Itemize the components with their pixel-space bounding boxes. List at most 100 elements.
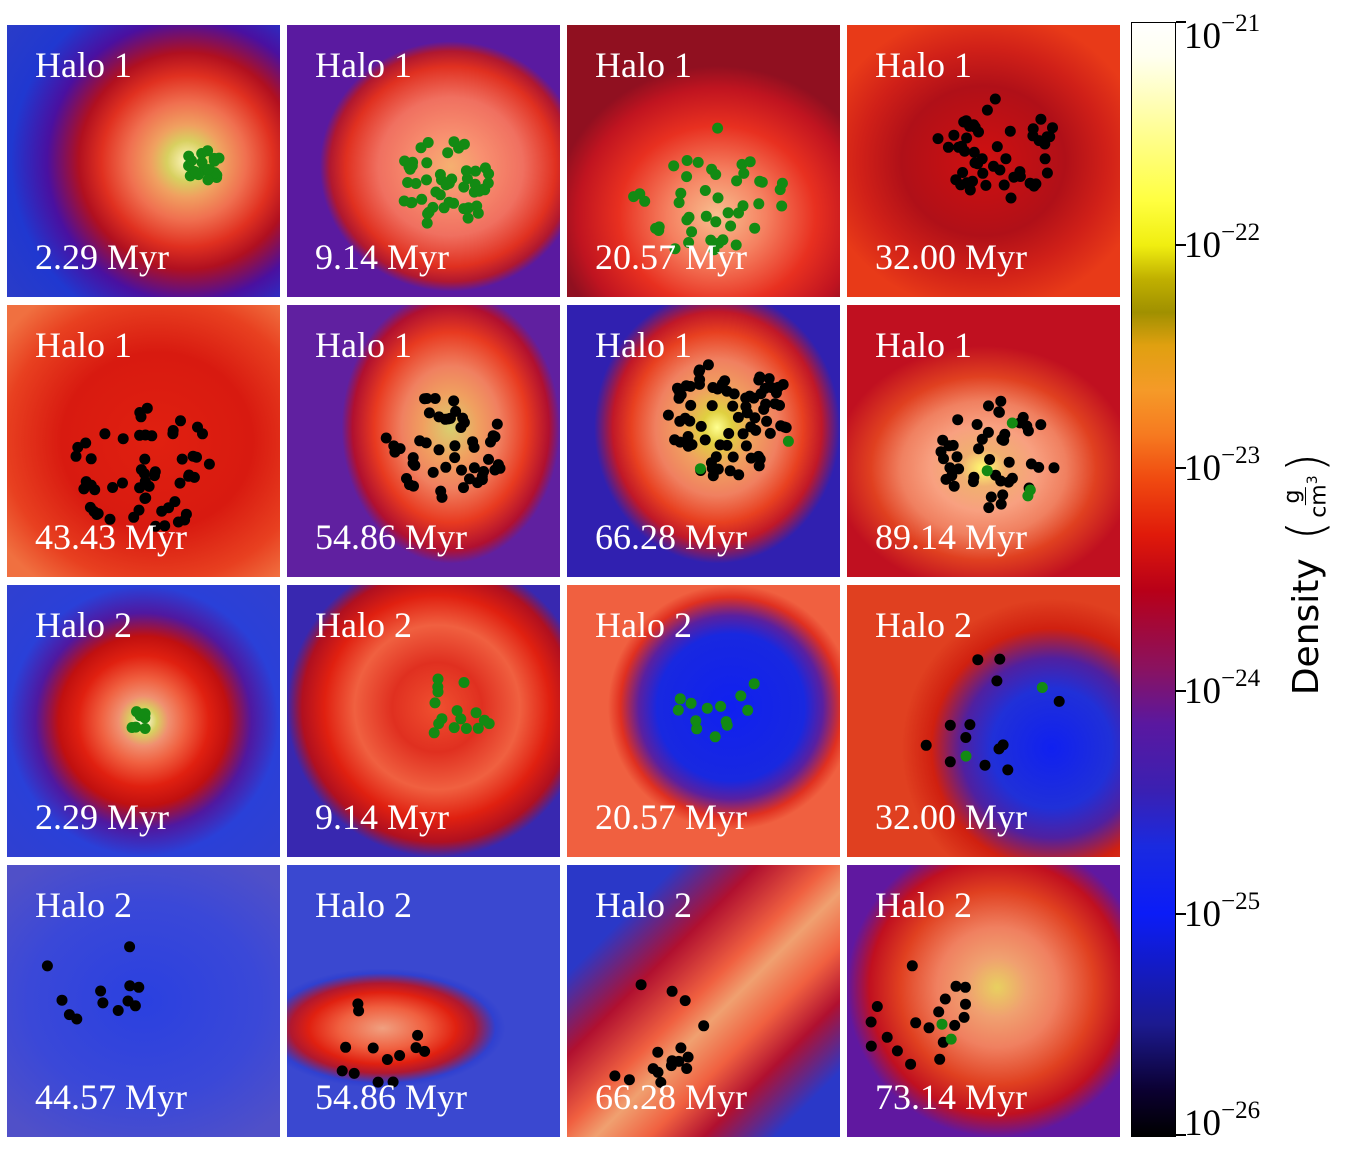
black-particle [699,434,711,446]
black-particle [761,415,773,427]
black-particle [421,393,433,404]
simulation-panel: Halo 2 66.28 Myr [567,865,840,1137]
black-particle [967,476,979,488]
black-particle [84,501,96,513]
green-particle [438,202,450,214]
black-particle [973,443,985,455]
black-particle [723,428,735,439]
black-particle [104,513,116,525]
colorbar-label: Density ( g cm3 ) [1277,453,1335,695]
colorbar-tick-label: 10−23 [1184,443,1260,487]
star-particles [865,960,971,1070]
green-particle [700,210,712,222]
green-particle [753,198,765,210]
black-particle [1053,695,1065,707]
black-particle [336,1065,348,1077]
black-particle [910,1017,922,1029]
green-particle [686,226,698,238]
black-particle [1000,153,1012,165]
black-particle [995,475,1007,487]
tick-exponent: −23 [1221,442,1261,469]
green-particle [202,174,214,186]
time-label: 54.86 Myr [315,517,467,557]
black-particle [695,420,707,432]
tick-exponent: −25 [1221,888,1261,915]
black-particle [953,463,965,475]
black-particle [1035,419,1047,431]
density-map [7,865,280,1137]
halo-label: Halo 1 [595,45,692,85]
black-particle [951,451,963,463]
black-particle [388,440,400,452]
star-particles [628,122,788,256]
star-particles [932,93,1058,204]
black-particle [427,466,439,478]
black-particle [770,387,782,399]
black-particle [159,520,171,532]
black-particle [41,960,53,972]
green-particle [462,212,474,224]
black-particle [993,743,1005,755]
panel-grid: Halo 1 2.29 Myr Halo 1 9.14 Myr Halo 1 20.57 … [7,25,1120,1137]
black-particle [998,179,1010,191]
green-particle [1024,484,1036,496]
halo-label: Halo 1 [875,325,972,365]
colorbar-tick-label: 10−22 [1184,220,1260,264]
black-particle [412,1029,424,1041]
green-particle [434,169,446,180]
green-particle [738,167,750,179]
black-particle [760,398,772,410]
black-particle [436,491,448,503]
time-label: 43.43 Myr [35,517,187,557]
black-particle [665,1060,677,1072]
black-particle [952,414,964,426]
black-particle [682,1051,694,1063]
halo-label: Halo 1 [35,325,132,365]
green-particle [402,177,414,188]
black-particle [143,480,155,492]
black-particle [935,446,947,458]
black-particle [491,418,503,430]
tick-exponent: −24 [1221,665,1261,692]
black-particle [727,400,739,412]
green-particle [674,693,686,705]
black-particle [487,430,499,442]
black-particle [1035,113,1047,125]
black-particle [71,1013,83,1025]
black-particle [865,1016,877,1028]
black-particle [167,425,179,436]
green-particle [448,722,460,734]
green-particle [404,163,416,175]
black-particle [134,407,146,418]
black-particle [748,392,760,404]
green-particle [672,704,684,716]
time-label: 9.14 Myr [315,797,449,837]
black-particle [1044,131,1056,143]
density-map [287,865,560,1137]
star-particles [662,359,794,482]
black-particle [933,1006,945,1018]
black-particle [448,395,460,407]
green-particle [483,168,495,180]
green-particle [681,214,693,226]
black-particle [906,960,918,972]
black-particle [449,452,461,464]
green-particle [712,192,724,204]
time-label: 20.57 Myr [595,797,747,837]
green-particle [186,155,197,167]
time-label: 2.29 Myr [35,797,169,837]
black-particle [423,407,435,419]
green-particle [433,718,445,730]
green-particle [749,222,761,234]
time-label: 89.14 Myr [875,517,1027,557]
black-particle [117,433,129,445]
green-particle [432,673,444,685]
star-particles [126,706,151,734]
black-particle [176,453,188,465]
time-label: 54.86 Myr [315,1077,467,1117]
black-particle [942,141,954,153]
unit-denominator: cm [1306,484,1332,518]
black-particle [458,482,469,494]
black-particle [989,93,1001,105]
black-particle [707,382,719,393]
